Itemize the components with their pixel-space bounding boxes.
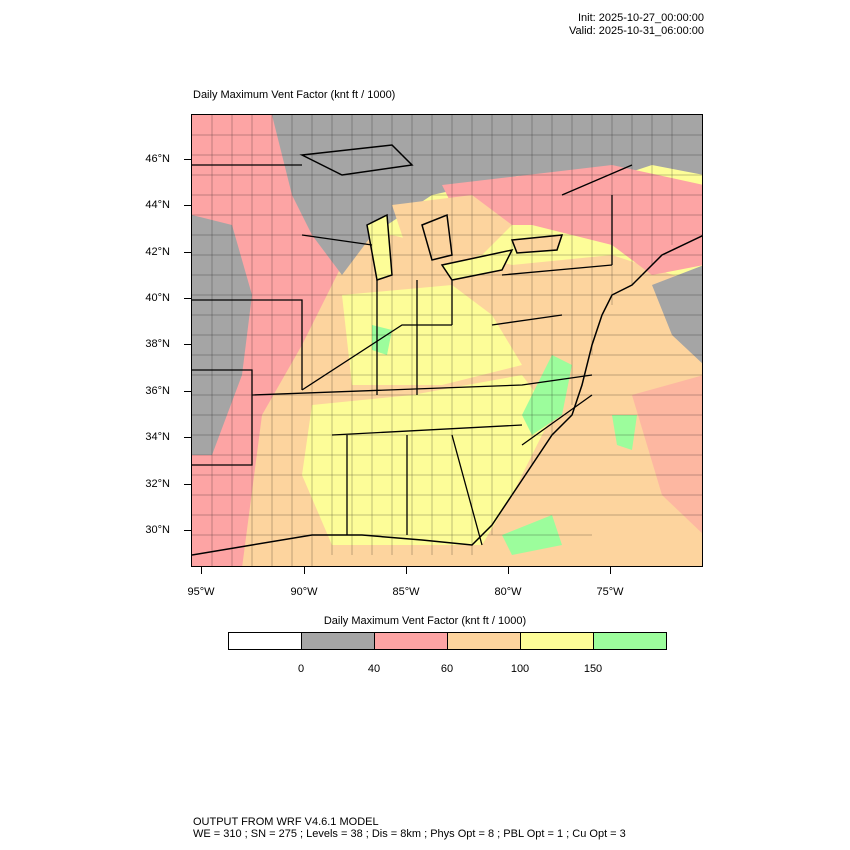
valid-time: Valid: 2025-10-31_06:00:00 xyxy=(569,25,704,37)
lake-ontario xyxy=(510,234,564,254)
model-info-line2: WE = 310 ; SN = 275 ; Levels = 38 ; Dis … xyxy=(193,828,626,840)
lat-tick xyxy=(184,484,191,485)
colorbar-label-60: 60 xyxy=(440,663,454,675)
lat-tick xyxy=(184,344,191,345)
lon-label-80: 80°W xyxy=(494,586,522,598)
lat-tick xyxy=(184,252,191,253)
lat-label-30: 30°N xyxy=(145,524,170,536)
lat-label-44: 44°N xyxy=(145,199,170,211)
colorbar-box-0-40 xyxy=(302,633,375,649)
green-zone-ocean xyxy=(612,415,637,450)
init-time: Init: 2025-10-27_00:00:00 xyxy=(578,12,704,24)
lon-tick xyxy=(610,567,611,574)
yellow-zone-southeast xyxy=(302,375,552,545)
lon-label-90: 90°W xyxy=(290,586,318,598)
lat-label-42: 42°N xyxy=(145,246,170,258)
lon-tick xyxy=(508,567,509,574)
colorbar-label-40: 40 xyxy=(367,663,381,675)
colorbar-label-0: 0 xyxy=(297,663,305,675)
colorbar-box-100-150 xyxy=(521,633,594,649)
colorbar-box-60-100 xyxy=(448,633,521,649)
lat-tick xyxy=(184,437,191,438)
colorbar-box-below-0 xyxy=(229,633,302,649)
lon-tick xyxy=(406,567,407,574)
gray-zone-canada xyxy=(492,115,702,185)
colorbar-label-100: 100 xyxy=(510,663,530,675)
lat-tick xyxy=(184,205,191,206)
colorbar-box-40-60 xyxy=(375,633,448,649)
colorbar-title: Daily Maximum Vent Factor (knt ft / 1000… xyxy=(323,615,527,627)
lat-label-40: 40°N xyxy=(145,292,170,304)
lat-label-36: 36°N xyxy=(145,385,170,397)
lat-tick xyxy=(184,391,191,392)
lat-tick xyxy=(184,159,191,160)
lon-tick xyxy=(201,567,202,574)
lat-tick xyxy=(184,298,191,299)
colorbar xyxy=(228,632,667,650)
lat-label-32: 32°N xyxy=(145,478,170,490)
colorbar-box-above-150 xyxy=(594,633,666,649)
lat-tick xyxy=(184,530,191,531)
county-borders xyxy=(192,115,702,566)
vent-factor-map xyxy=(192,115,702,566)
lon-label-95: 95°W xyxy=(187,586,215,598)
lat-label-34: 34°N xyxy=(145,431,170,443)
model-info-line1: OUTPUT FROM WRF V4.6.1 MODEL xyxy=(193,816,379,828)
lon-label-85: 85°W xyxy=(392,586,420,598)
map-title: Daily Maximum Vent Factor (knt ft / 1000… xyxy=(193,89,396,101)
map-plot xyxy=(191,114,703,567)
lon-label-75: 75°W xyxy=(596,586,624,598)
colorbar-label-150: 150 xyxy=(583,663,603,675)
lat-label-38: 38°N xyxy=(145,338,170,350)
gray-zone-atlantic xyxy=(652,265,702,364)
lon-tick xyxy=(304,567,305,574)
lat-label-46: 46°N xyxy=(145,153,170,165)
